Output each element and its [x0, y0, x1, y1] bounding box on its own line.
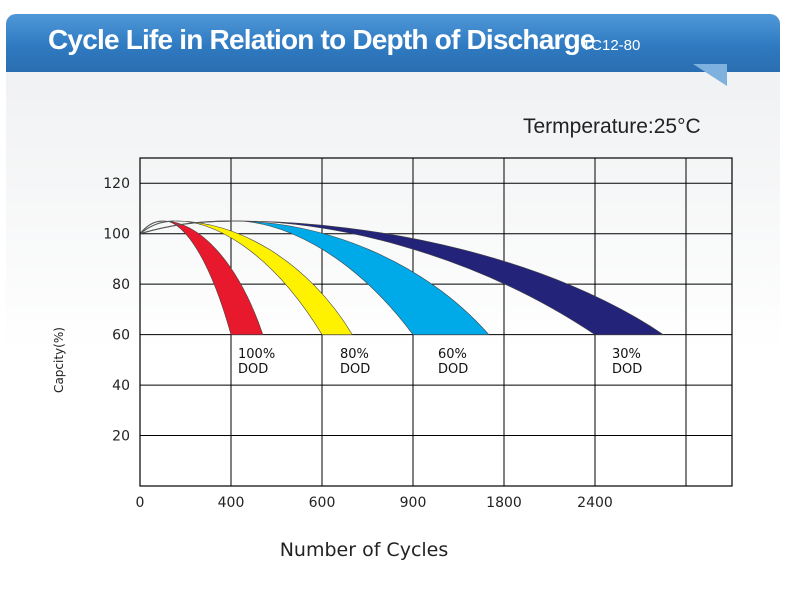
- y-tick-label: 40: [112, 378, 130, 394]
- dod-annotation-unit: DOD: [612, 362, 642, 377]
- y-tick-labels: 20 40 60 80 100 120: [103, 176, 130, 444]
- model-label: TC12-80: [582, 37, 641, 54]
- y-tick-label: 60: [112, 328, 130, 344]
- title-banner: [6, 14, 780, 72]
- y-axis-label: Capcity(%): [52, 327, 66, 393]
- capacity-curves: [139, 220, 232, 235]
- y-tick-label: 80: [112, 277, 130, 293]
- dod-annotation-unit: DOD: [340, 362, 370, 377]
- x-tick-label: 400: [218, 495, 245, 511]
- dod-annotation-value: 80%: [340, 347, 369, 362]
- chart-title: Cycle Life in Relation to Depth of Disch…: [48, 24, 595, 55]
- dod-annotation-unit: DOD: [438, 362, 468, 377]
- dod-bands: [162, 220, 665, 335]
- capacity-curve-rise-2: [139, 220, 175, 235]
- dod-band-1: [162, 220, 264, 335]
- capacity-curve-rise-4: [139, 220, 232, 235]
- x-axis-label: Number of Cycles: [280, 539, 449, 561]
- y-tick-label: 120: [103, 176, 130, 192]
- banner-tail: [693, 64, 727, 86]
- y-tick-label: 20: [112, 429, 130, 445]
- dod-annotation-value: 30%: [612, 347, 641, 362]
- dod-annotation-value: 60%: [438, 347, 467, 362]
- dod-band-2: [174, 220, 353, 335]
- x-tick-label: 1800: [486, 495, 522, 511]
- x-tick-label: 600: [309, 495, 336, 511]
- x-tick-labels: 0 400 600 900 1800 2400: [136, 495, 613, 511]
- dod-band-3: [230, 220, 490, 335]
- y-tick-label: 100: [103, 227, 130, 243]
- x-tick-label: 2400: [577, 495, 613, 511]
- dod-band-4: [230, 220, 665, 335]
- plot-frame: [139, 157, 733, 487]
- dod-annotation-unit: DOD: [238, 362, 268, 377]
- temperature-label: Termperature:25°C: [523, 115, 701, 138]
- dod-annotation-value: 100%: [238, 347, 275, 362]
- x-tick-label: 0: [136, 495, 145, 511]
- x-tick-label: 900: [400, 495, 427, 511]
